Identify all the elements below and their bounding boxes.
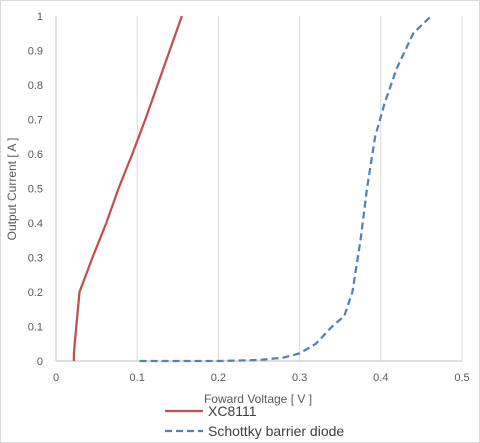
y-tick-label: 0.9 xyxy=(28,46,43,58)
series xyxy=(72,15,432,363)
y-tick-label: 0 xyxy=(37,356,43,368)
axes xyxy=(55,16,462,362)
y-tick-label: 0.5 xyxy=(28,184,43,196)
y-axis-title: Output Current [ A ] xyxy=(5,138,19,241)
legend-label-1: Schottky barrier diode xyxy=(208,423,344,439)
legend-label-0: XC8111 xyxy=(208,403,257,419)
x-tick-label: 0 xyxy=(53,372,59,384)
y-tick-label: 0.6 xyxy=(28,149,43,161)
y-tick-label: 0.1 xyxy=(28,322,43,334)
y-tick-label: 0.2 xyxy=(28,287,43,299)
y-tick-label: 0.7 xyxy=(28,115,43,127)
x-tick-label: 0.5 xyxy=(454,372,469,384)
series-line-1 xyxy=(139,15,432,363)
y-tick-label: 0.4 xyxy=(28,218,43,230)
x-tick-label: 0.2 xyxy=(211,372,226,384)
x-tick-label: 0.1 xyxy=(130,372,145,384)
y-tick-label: 0.8 xyxy=(28,80,43,92)
grid xyxy=(136,16,463,361)
x-tick-label: 0.3 xyxy=(292,372,307,384)
x-tick-label: 0.4 xyxy=(373,372,388,384)
x-axis-title: Foward Voltage [ V ] xyxy=(204,392,312,406)
series-line-0 xyxy=(72,15,183,361)
y-tick-label: 0.3 xyxy=(28,253,43,265)
y-tick-label: 1 xyxy=(37,11,43,23)
legend: XC8111 Schottky barrier diode xyxy=(165,403,344,439)
tick-labels: 0 0.1 0.2 0.3 0.4 0.5 0 0.1 0.2 0.3 0.4 0.5 0.6 0.7 0.… xyxy=(28,11,470,384)
